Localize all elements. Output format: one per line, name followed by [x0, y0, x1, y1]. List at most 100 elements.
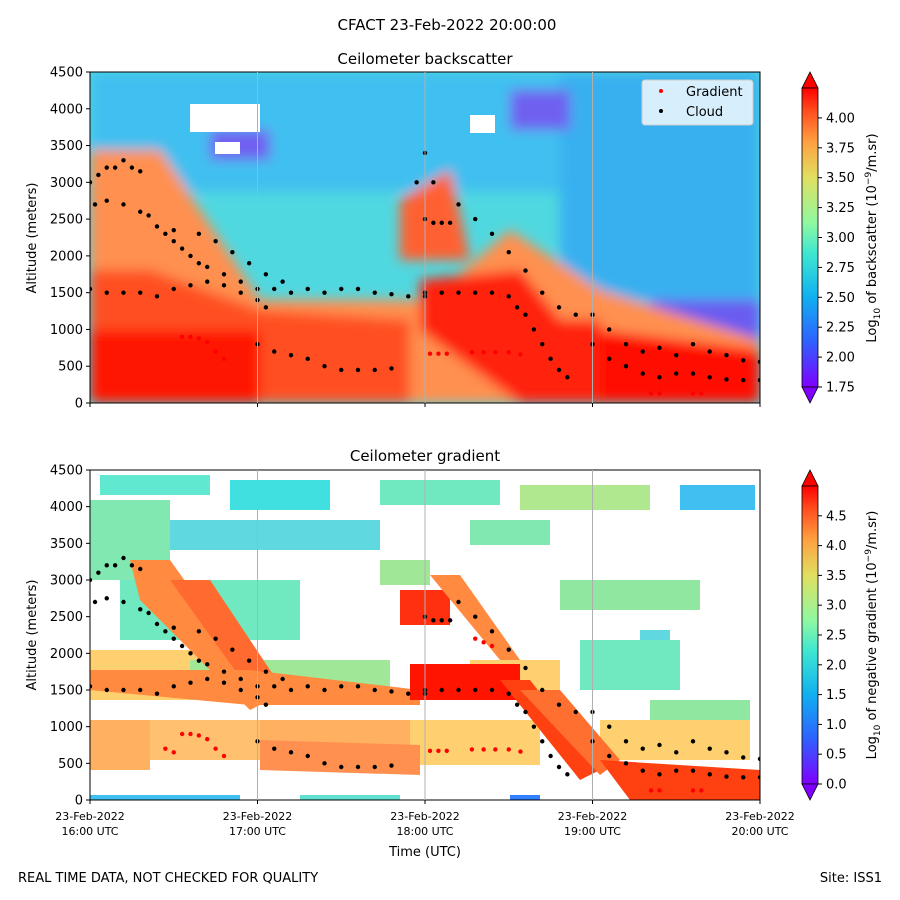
cloud-point [322, 761, 327, 766]
cloud-point [741, 377, 746, 383]
colorbar-tick-label: 4.5 [826, 509, 847, 524]
cloud-point [205, 279, 210, 284]
cloud-point [690, 371, 696, 376]
y-tick-label: 3500 [50, 139, 83, 154]
cloud-point [372, 687, 377, 693]
gradient-x-axis: 23-Feb-2022 16:00 UTC 23-Feb-2022 17:00 UTC… [55, 800, 795, 838]
cloud-point [473, 290, 478, 295]
cloud-point [322, 364, 327, 369]
x-tick-label-date: 23-Feb-2022 [390, 810, 459, 823]
cloud-point [154, 621, 160, 627]
legend-gradient-label: Gradient [686, 85, 743, 100]
cloud-point [724, 750, 729, 755]
colorbar-tick-label: 0.5 [826, 748, 847, 763]
cloud-point [90, 286, 93, 292]
legend-cloud-marker [659, 109, 663, 113]
cloud-point [556, 305, 562, 310]
cloud-point [389, 763, 394, 768]
cloud-point [707, 746, 712, 751]
gradient-ylabel: Altitude (meters) [25, 580, 40, 691]
colorbar-ramp [801, 485, 819, 785]
cloud-point [112, 563, 118, 568]
colorbar-tick-label: 1.0 [826, 718, 847, 733]
gradient-point [427, 748, 433, 754]
gradient-point [444, 351, 449, 356]
backscatter-colorbar: 1.75 2.00 2.25 2.50 2.75 3.00 3.25 3.50 3.75 4.00… [801, 71, 883, 404]
cloud-point [104, 198, 109, 203]
gradient-point [518, 749, 523, 754]
y-tick-label: 3000 [50, 176, 83, 191]
cloud-point [456, 202, 461, 207]
cloud-point [389, 291, 394, 297]
cloud-point [104, 165, 109, 170]
backscatter-gap [190, 104, 260, 132]
gradient-point [188, 731, 193, 737]
cloud-point [640, 349, 645, 354]
cloud-point [607, 327, 612, 332]
gradient-point [699, 788, 704, 793]
cloud-point [523, 665, 528, 671]
cloud-point [154, 691, 160, 696]
legend-gradient-marker [659, 89, 663, 93]
gradient-point [179, 334, 185, 339]
cloud-point [121, 202, 126, 207]
cloud-point [92, 202, 98, 207]
colorbar-extend-bottom [801, 386, 819, 404]
colorbar-tick-label: 4.0 [826, 539, 847, 554]
cb-label-main: Log [865, 736, 880, 759]
cloud-point [548, 753, 553, 759]
cloud-point [607, 724, 612, 729]
cloud-point [339, 764, 344, 770]
gradient-point [690, 391, 696, 396]
colorbar-tick-label: 1.75 [826, 381, 855, 396]
gradient-point [205, 339, 210, 345]
cloud-point [607, 753, 612, 759]
cloud-point [531, 724, 537, 729]
cloud-point [129, 563, 135, 568]
backscatter-hour-lines [257, 72, 593, 403]
x-tick-label-date: 23-Feb-2022 [223, 810, 292, 823]
y-tick-label: 500 [58, 360, 83, 375]
cloud-point [280, 279, 285, 284]
cb-label-sup: −9 [864, 172, 874, 186]
backscatter-ylabel: Altitude (meters) [25, 183, 40, 294]
cloud-point [355, 764, 361, 770]
cloud-point [288, 750, 294, 755]
backscatter-points [90, 150, 760, 396]
cloud-point [121, 687, 126, 693]
cloud-point [121, 555, 126, 561]
cloud-point [439, 290, 444, 295]
y-tick-label: 4000 [50, 500, 83, 515]
gradient-title: Ceilometer gradient [350, 447, 500, 465]
gradient-point [213, 746, 218, 751]
cloud-point [205, 676, 210, 682]
colorbar-tick-label: 3.0 [826, 599, 847, 614]
gradient-point [481, 747, 486, 752]
cloud-point [238, 290, 243, 295]
gradient-point [221, 753, 227, 759]
cloud-point [724, 774, 729, 779]
gradient-point [493, 350, 498, 355]
cloud-point [230, 647, 235, 652]
cloud-point [514, 702, 520, 707]
cloud-point [171, 286, 176, 292]
cloud-point [523, 709, 528, 715]
gradient-panel: Ceilometer gradient [25, 447, 883, 860]
backscatter-gap [215, 142, 240, 154]
colorbar-tick-label: 3.75 [826, 141, 855, 156]
gradient-point [481, 640, 486, 645]
y-tick-label: 500 [58, 757, 83, 772]
cloud-point [90, 684, 93, 689]
cloud-point [171, 625, 176, 630]
gradient-point [506, 350, 511, 355]
cloud-point [263, 669, 269, 674]
gradient-point [444, 748, 449, 754]
cloud-point [741, 775, 746, 780]
colorbar-tick-label: 2.00 [826, 351, 855, 366]
cloud-point [305, 356, 310, 362]
gradient-point [506, 747, 511, 752]
cloud-point [138, 687, 143, 693]
colorbar-extend-top [801, 71, 819, 89]
cloud-point [305, 684, 310, 689]
